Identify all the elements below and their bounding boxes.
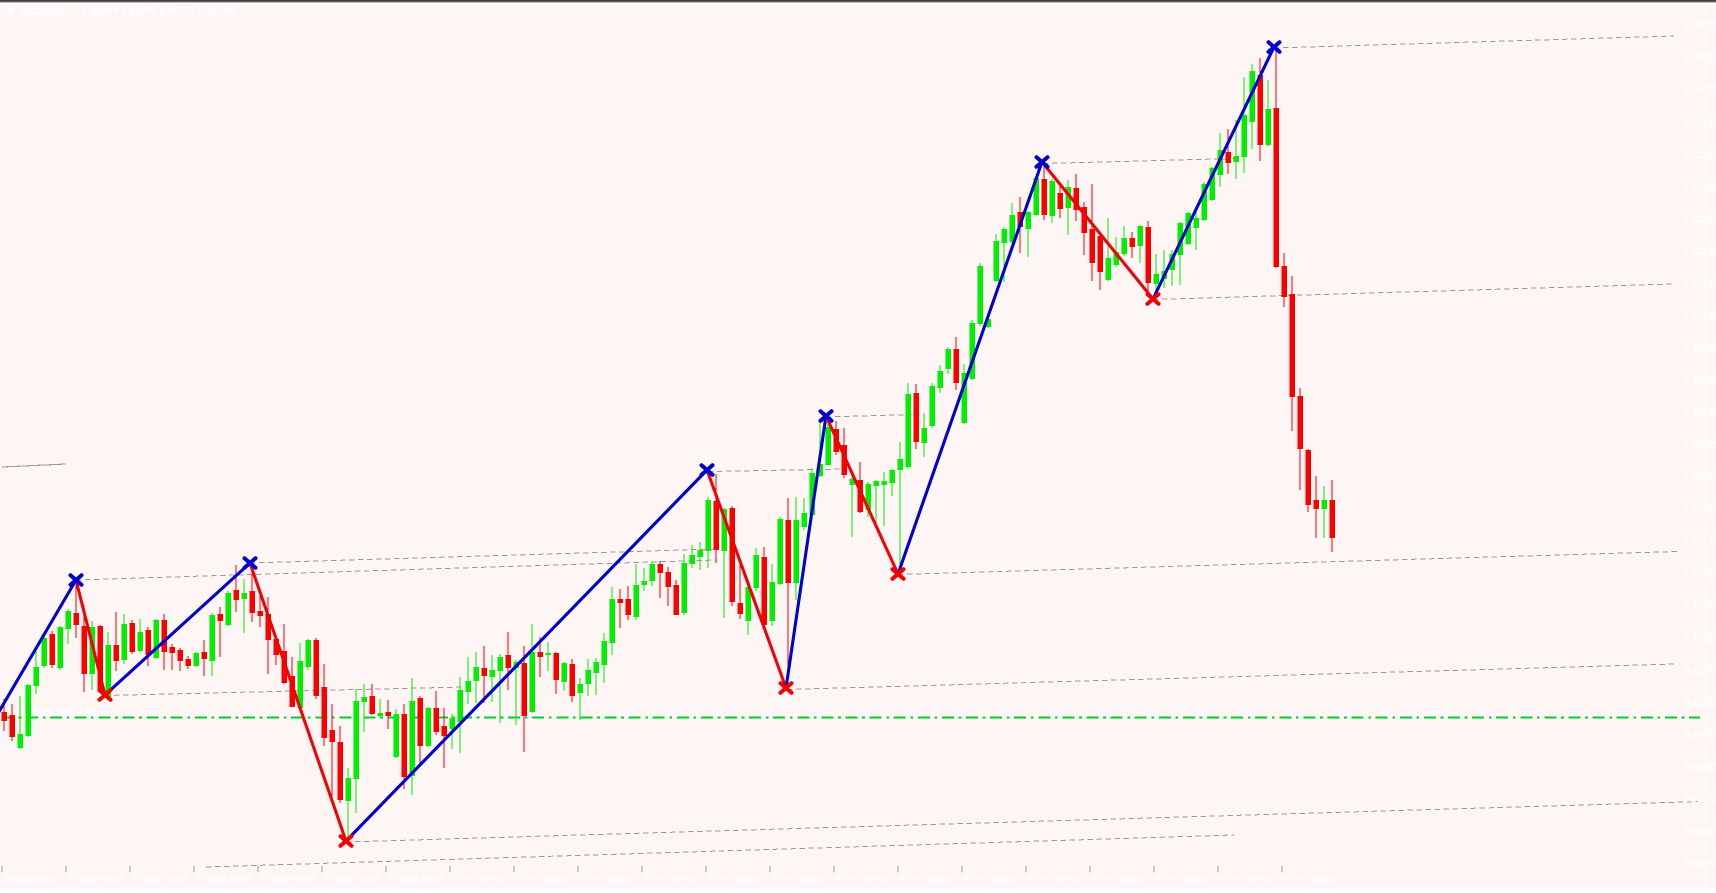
- svg-text:0.91320: 0.91320: [1684, 826, 1716, 837]
- svg-text:1 Dec 15:00: 1 Dec 15:00: [515, 874, 568, 886]
- svg-text:AUDCAD,H1: AUDCAD,H1: [19, 6, 65, 18]
- svg-text:0.92470: 0.92470: [1684, 86, 1716, 97]
- svg-text:28 Nov 21:00: 28 Nov 21:00: [387, 874, 444, 886]
- svg-text:#75229 buy 0.48: #75229 buy 0.48: [20, 706, 96, 718]
- svg-text:0.91970: 0.91970: [1684, 408, 1716, 419]
- svg-text:28 Nov 05:00: 28 Nov 05:00: [259, 874, 316, 886]
- svg-text:4 Dec 15:00: 4 Dec 15:00: [1091, 874, 1144, 886]
- svg-text:0.92220: 0.92220: [1684, 247, 1716, 258]
- svg-text:1 Dec 07:00: 1 Dec 07:00: [451, 874, 504, 886]
- svg-text:0.91720: 0.91720: [1684, 569, 1716, 580]
- svg-text:0.91670: 0.91670: [1684, 601, 1716, 612]
- svg-text:27 Nov 05:00: 27 Nov 05:00: [67, 874, 124, 886]
- svg-text:0.92170: 0.92170: [1684, 279, 1716, 290]
- svg-text:3 Dec 23:00: 3 Dec 23:00: [963, 874, 1016, 886]
- svg-text:0.92420: 0.92420: [1684, 118, 1716, 129]
- svg-text:0.91570: 0.91570: [1684, 665, 1716, 676]
- svg-text:4 Dec 07:00: 4 Dec 07:00: [1027, 874, 1080, 886]
- svg-text:27 Nov 13:00: 27 Nov 13:00: [131, 874, 188, 886]
- svg-text:0.91370: 0.91370: [1684, 794, 1716, 805]
- svg-text:2 Dec 23:00: 2 Dec 23:00: [771, 874, 824, 886]
- svg-text:0.91920: 0.91920: [1684, 440, 1716, 451]
- svg-text:5 Dec 07:00: 5 Dec 07:00: [1219, 874, 1272, 886]
- svg-text:0.92370: 0.92370: [1684, 150, 1716, 161]
- svg-text:0.91870: 0.91870: [1684, 472, 1716, 483]
- svg-text:1 Dec 23:00: 1 Dec 23:00: [579, 874, 632, 886]
- svg-text:2 Dec 15:00: 2 Dec 15:00: [707, 874, 760, 886]
- svg-text:0.92120: 0.92120: [1684, 311, 1716, 322]
- svg-text:0.92020: 0.92020: [1684, 376, 1716, 387]
- svg-text:5 Dec 15:00: 5 Dec 15:00: [1283, 874, 1336, 886]
- svg-text:0.91270: 0.91270: [1684, 859, 1716, 870]
- svg-text:0.91839 0.91870 0.91757 0.9178: 0.91839 0.91870 0.91757 0.91780: [83, 6, 235, 18]
- svg-text:3 Dec 15:00: 3 Dec 15:00: [899, 874, 952, 886]
- svg-text:0.91770: 0.91770: [1684, 537, 1716, 548]
- svg-text:0.92270: 0.92270: [1684, 215, 1716, 226]
- svg-text:0.92320: 0.92320: [1684, 182, 1716, 193]
- svg-text:3 Dec 07:00: 3 Dec 07:00: [835, 874, 888, 886]
- svg-text:27 Nov 21:00: 27 Nov 21:00: [195, 874, 252, 886]
- svg-text:0.91820: 0.91820: [1684, 504, 1716, 515]
- svg-text:26 Nov 2025: 26 Nov 2025: [3, 874, 56, 886]
- svg-text:0.92570: 0.92570: [1684, 21, 1716, 32]
- svg-text:28 Nov 13:00: 28 Nov 13:00: [323, 874, 380, 886]
- svg-text:4 Dec 23:00: 4 Dec 23:00: [1155, 874, 1208, 886]
- svg-text:0.92520: 0.92520: [1684, 54, 1716, 65]
- svg-text:0.91520: 0.91520: [1684, 698, 1716, 709]
- svg-text:0.91420: 0.91420: [1684, 762, 1716, 773]
- svg-text:0.91620: 0.91620: [1684, 633, 1716, 644]
- svg-text:2 Dec 07:00: 2 Dec 07:00: [643, 874, 696, 886]
- svg-text:0.92070: 0.92070: [1684, 343, 1716, 354]
- svg-text:0.91470: 0.91470: [1684, 730, 1716, 741]
